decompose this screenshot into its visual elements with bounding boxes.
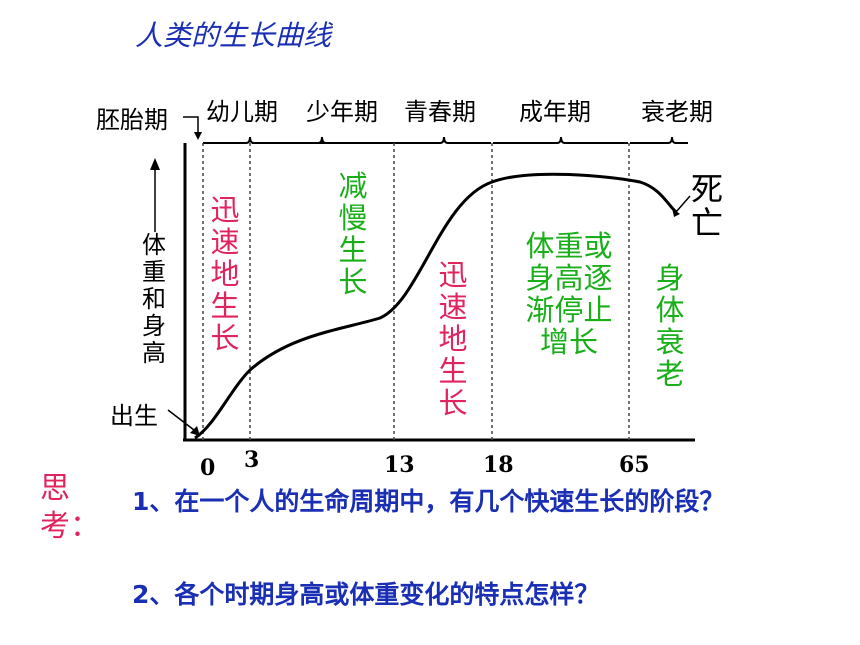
- stage-adolescence-label: 青春期: [404, 98, 476, 126]
- stage-embryo-label: 胚胎期: [96, 106, 168, 134]
- think-label: 思考：: [40, 471, 100, 544]
- stage-infancy-label: 幼儿期: [206, 98, 278, 126]
- annotation-rapid-growth-infancy: 迅速地生长: [210, 193, 240, 355]
- question-1: 1、在一个人的生命周期中，有几个快速生长的阶段？: [132, 487, 725, 516]
- annotation-rapid-growth-adolescence: 迅速地生长: [438, 258, 468, 420]
- x-tick-18: 18: [483, 452, 514, 478]
- stage-braces: [203, 136, 688, 144]
- birth-pointer-arrowhead: [190, 426, 200, 436]
- birth-pointer: [167, 409, 195, 431]
- y-axis-arrowhead: [150, 158, 160, 170]
- diagram-title: 人类的生长曲线: [135, 19, 332, 52]
- question-2: 2、各个时期身高或体重变化的特点怎样？: [132, 580, 600, 609]
- death-pointer-arrowhead: [672, 208, 680, 217]
- stage-old-age-label: 衰老期: [641, 98, 713, 126]
- embryo-pointer-arrowhead: [194, 132, 202, 140]
- stage-childhood-label: 少年期: [306, 98, 378, 126]
- y-axis-label: 体重和身高: [142, 231, 166, 367]
- stage-adulthood-label: 成年期: [519, 98, 591, 126]
- growth-curve: [194, 172, 678, 440]
- embryo-pointer: [183, 116, 199, 133]
- x-tick-13: 13: [384, 452, 415, 478]
- death-label: 死亡: [690, 170, 723, 242]
- x-tick-3: 3: [244, 447, 260, 473]
- annotation-stop-growth: 体重或身高逐渐停止增长: [525, 229, 613, 359]
- x-tick-0: 0: [200, 455, 216, 481]
- stage-dividers: [202, 143, 630, 440]
- x-tick-65: 65: [619, 452, 650, 478]
- annotation-slow-growth: 减慢生长: [338, 169, 368, 299]
- annotation-decline: 身体衰老: [655, 261, 685, 391]
- death-pointer: [675, 195, 691, 213]
- birth-label: 出生: [110, 402, 158, 430]
